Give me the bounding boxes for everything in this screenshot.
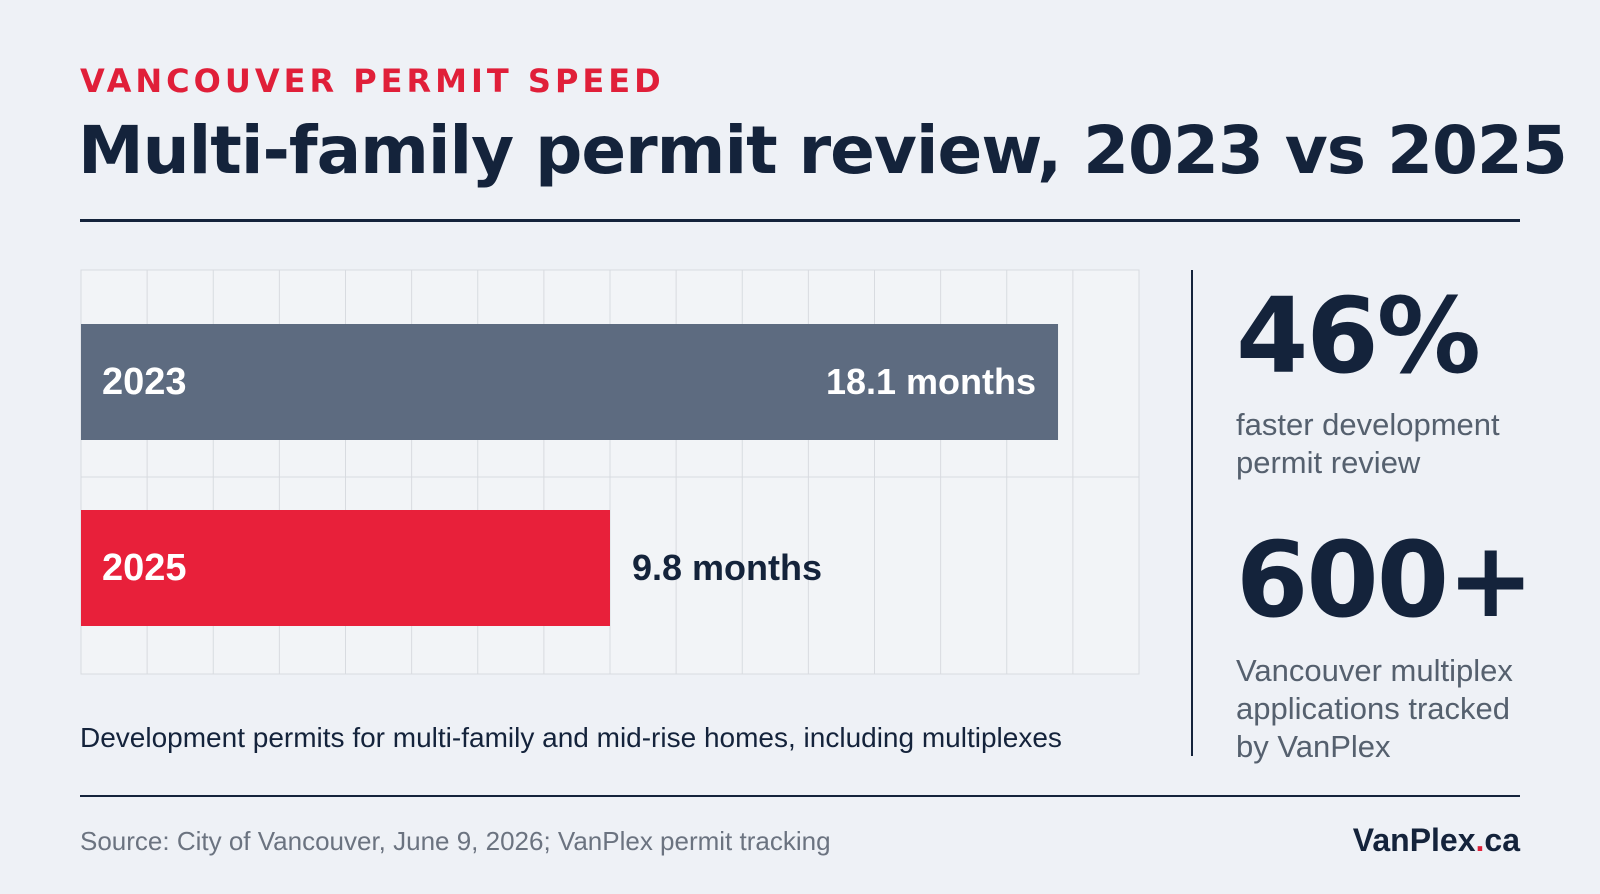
category-label: 2025 <box>102 547 187 589</box>
stat-value: 46% <box>1236 275 1481 397</box>
stat-faster-review: 46% faster development permit review <box>1236 284 1526 482</box>
category-label: 2023 <box>102 361 187 403</box>
stat-description: faster development permit review <box>1236 407 1500 480</box>
eyebrow-label: VANCOUVER PERMIT SPEED <box>80 62 665 100</box>
stat-description: Vancouver multiplex applications tracked… <box>1236 653 1513 764</box>
data-label: 18.1 months <box>826 361 1036 402</box>
data-label: 9.8 months <box>632 547 822 588</box>
header-divider <box>80 219 1520 222</box>
brand-dot: . <box>1475 822 1485 858</box>
source-note: Source: City of Vancouver, June 9, 2026;… <box>80 826 831 856</box>
brand-link[interactable]: VanPlex.ca <box>1353 822 1520 859</box>
stat-applications-tracked: 600+ Vancouver multiplex applications tr… <box>1236 519 1534 766</box>
brand-tld: ca <box>1484 822 1520 858</box>
chart-caption: Development permits for multi-family and… <box>80 722 1062 753</box>
vertical-divider <box>1191 270 1193 756</box>
bar-2025 <box>81 510 610 626</box>
bar-2023 <box>81 324 1059 440</box>
footer-divider <box>80 795 1520 797</box>
page-title: Multi-family permit review, 2023 vs 2025 <box>78 112 1568 189</box>
stat-value: 600+ <box>1236 519 1534 641</box>
brand-name: VanPlex <box>1352 822 1476 858</box>
